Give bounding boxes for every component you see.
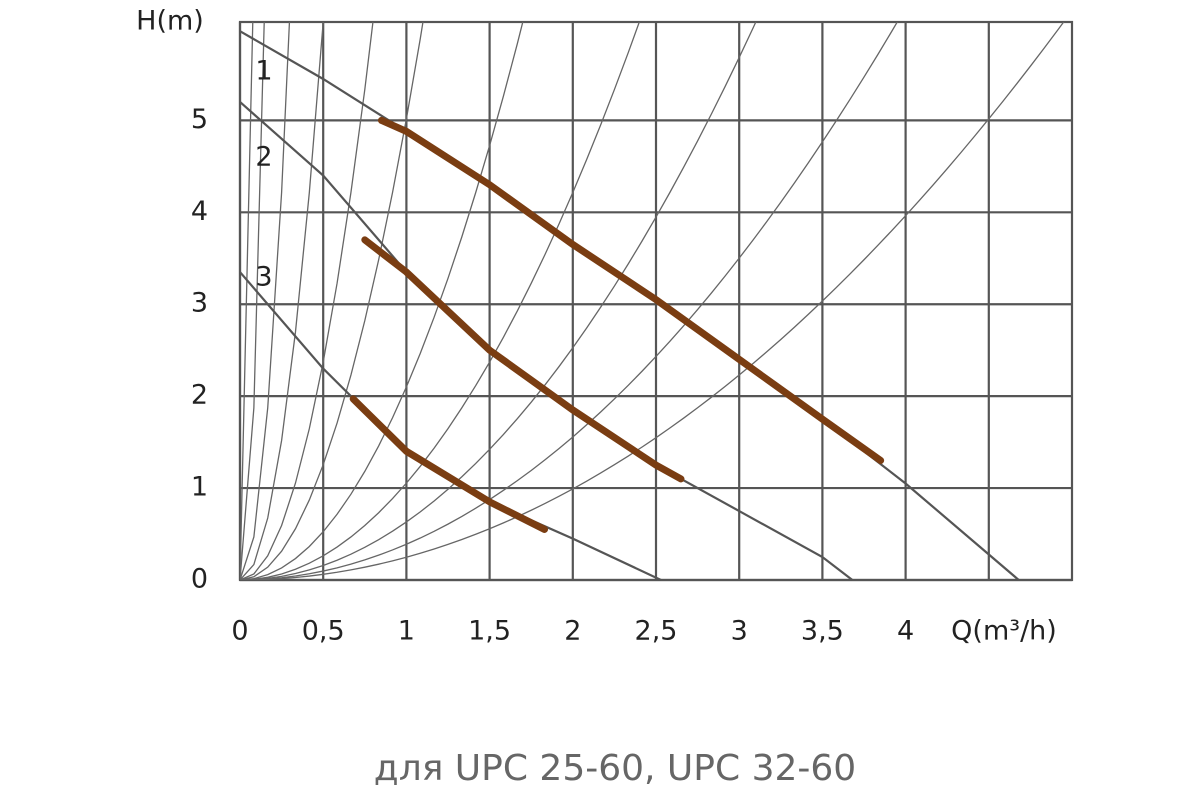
pump-curve	[239, 30, 1020, 581]
curve-label: 3	[255, 262, 272, 293]
x-tick-label: 3	[731, 616, 748, 647]
curve-label: 2	[255, 142, 272, 173]
x-tick-label: 3,5	[801, 616, 844, 647]
x-tick-label: 0	[231, 616, 248, 647]
y-tick-label: 3	[191, 288, 208, 319]
y-tick-label: 5	[191, 104, 208, 135]
system-curve	[240, 22, 898, 580]
y-tick-label: 0	[191, 564, 208, 595]
x-tick-label: 4	[897, 616, 914, 647]
y-tick-label: 4	[191, 196, 208, 227]
system-curve	[240, 22, 424, 580]
x-tick-label: 1	[398, 616, 415, 647]
x-tick-label: 2,5	[635, 616, 678, 647]
system-curve	[240, 22, 757, 580]
system-curve	[240, 22, 524, 580]
y-axis-label: H(m)	[136, 6, 204, 37]
pump-curve	[239, 101, 854, 581]
operating-range	[349, 395, 549, 533]
y-tick-label: 1	[191, 472, 208, 503]
x-tick-label: 2	[564, 616, 581, 647]
operating-range	[377, 116, 885, 464]
x-tick-label: 0,5	[302, 616, 345, 647]
system-curve	[240, 22, 641, 580]
x-tick-label: 1,5	[468, 616, 511, 647]
caption: для UPC 25-60, UPC 32-60	[374, 748, 856, 789]
y-tick-label: 2	[191, 380, 208, 411]
curve-label: 1	[255, 56, 272, 87]
operating-range	[361, 236, 685, 483]
x-axis-label: Q(m³/h)	[951, 616, 1057, 647]
system-curve	[240, 22, 1065, 580]
